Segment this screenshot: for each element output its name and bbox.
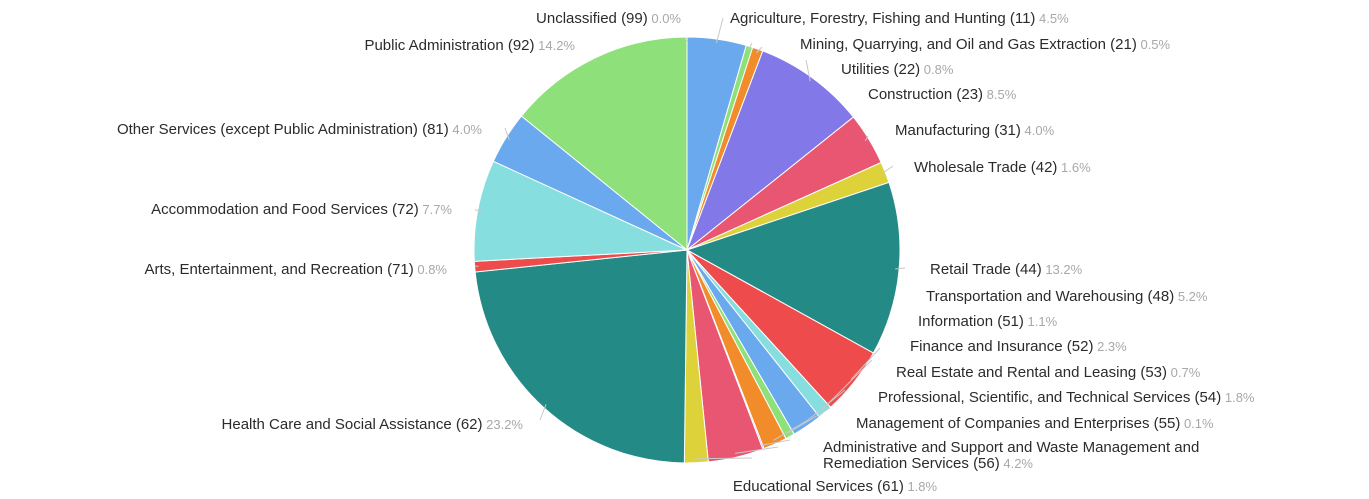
slice-label-name: Unclassified (99) [536, 10, 648, 27]
slice-label-name: Real Estate and Rental and Leasing (53) [896, 364, 1167, 381]
slice-label-percent: 8.5% [983, 87, 1017, 102]
slice-label-health-care-and-social-assistance: Health Care and Social Assistance (62) 2… [222, 416, 524, 433]
slice-label-name: Utilities (22) [841, 61, 920, 78]
slice-label-name: Professional, Scientific, and Technical … [878, 389, 1221, 406]
leader-line-administrative-and-support-and-waste-management-and-remediation-services [735, 446, 779, 454]
slice-label-name: Educational Services (61) [733, 478, 904, 495]
slice-label-transportation-and-warehousing: Transportation and Warehousing (48) 5.2% [926, 288, 1208, 305]
pie-slice-health-care-and-social-assistance[interactable] [474, 249, 688, 464]
slice-label-name: Health Care and Social Assistance (62) [222, 416, 483, 433]
slice-label-utilities: Utilities (22) 0.8% [841, 61, 954, 78]
slice-label-professional-scientific-and-technical-services: Professional, Scientific, and Technical … [878, 389, 1255, 406]
slice-label-administrative-and-support-and-waste-management-and-remediation-services: Administrative and Support and Waste Man… [823, 439, 1199, 456]
leader-lines [474, 17, 906, 460]
slice-label-name: Agriculture, Forestry, Fishing and Hunti… [730, 10, 1035, 27]
slice-label-percent: 4.0% [1021, 123, 1055, 138]
slice-label-percent: 1.8% [1221, 390, 1255, 405]
leader-line-retail-trade [895, 267, 906, 270]
slice-label-management-of-companies-and-enterprises: Management of Companies and Enterprises … [856, 415, 1214, 432]
slice-label-name: Remediation Services (56) [823, 455, 1000, 472]
pie-slices [473, 36, 901, 464]
slice-label-manufacturing: Manufacturing (31) 4.0% [895, 122, 1055, 139]
slice-label-name: Wholesale Trade (42) [914, 159, 1057, 176]
slice-label-information: Information (51) 1.1% [918, 313, 1058, 330]
slice-label-percent: 0.0% [648, 11, 682, 26]
slice-label-percent: 1.6% [1057, 160, 1091, 175]
leader-line-agriculture-forestry-fishing-and-hunting [715, 17, 724, 44]
leader-line-manufacturing [864, 135, 869, 142]
slice-label-construction: Construction (23) 8.5% [868, 86, 1017, 103]
slice-label-percent: 1.8% [904, 479, 938, 494]
leader-line-public-administration [594, 59, 598, 62]
slice-label-agriculture-forestry-fishing-and-hunting: Agriculture, Forestry, Fishing and Hunti… [730, 10, 1069, 27]
leader-line-management-of-companies-and-enterprises [761, 439, 791, 446]
slice-label-name: Retail Trade (44) [930, 261, 1042, 278]
slice-label-percent: 0.7% [1167, 365, 1201, 380]
slice-label-name: Construction (23) [868, 86, 983, 103]
slice-label-name: Mining, Quarrying, and Oil and Gas Extra… [800, 36, 1137, 53]
slice-label-percent: 0.1% [1180, 416, 1214, 431]
slice-label-public-administration: Public Administration (92) 14.2% [364, 37, 575, 54]
pie-slice-retail-trade[interactable] [685, 181, 901, 354]
slice-label-percent: 4.5% [1035, 11, 1069, 26]
slice-label-name: Finance and Insurance (52) [910, 338, 1093, 355]
slice-label-percent: 1.1% [1024, 314, 1058, 329]
leader-line-construction [805, 59, 811, 82]
leader-line-finance-and-insurance [804, 389, 846, 423]
slice-label-accommodation-and-food-services: Accommodation and Food Services (72) 7.7… [151, 201, 452, 218]
slice-label-mining-quarrying-and-oil-and-gas-extraction: Mining, Quarrying, and Oil and Gas Extra… [800, 36, 1171, 53]
slice-label-percent: 4.0% [449, 122, 483, 137]
slice-label-name: Arts, Entertainment, and Recreation (71) [144, 261, 413, 278]
slice-label-arts-entertainment-and-recreation: Arts, Entertainment, and Recreation (71)… [144, 261, 447, 278]
slice-label-name: Information (51) [918, 313, 1024, 330]
leader-line-health-care-and-social-assistance [539, 404, 547, 421]
leader-line-accommodation-and-food-services [474, 209, 482, 212]
leader-line-transportation-and-warehousing [850, 347, 881, 380]
pie-slice-public-administration[interactable] [520, 36, 688, 252]
slice-label-name: Administrative and Support and Waste Man… [823, 439, 1199, 456]
leader-line-other-services [504, 127, 510, 141]
slice-labels: Agriculture, Forestry, Fishing and Hunti… [117, 10, 1255, 495]
leader-line-mining-quarrying-and-oil-and-gas-extraction [747, 42, 753, 51]
slice-label-finance-and-insurance: Finance and Insurance (52) 2.3% [910, 338, 1127, 355]
slice-label-percent: 23.2% [483, 417, 524, 432]
slice-label-name: Management of Companies and Enterprises … [856, 415, 1180, 432]
leader-line-real-estate-and-rental-and-leasing [787, 407, 831, 434]
slice-label-real-estate-and-rental-and-leasing: Real Estate and Rental and Leasing (53) … [896, 364, 1201, 381]
leader-line-utilities [756, 46, 763, 54]
slice-label-percent: 5.2% [1174, 289, 1208, 304]
slice-label-name: Transportation and Warehousing (48) [926, 288, 1174, 305]
slice-label-name: Public Administration (92) [364, 37, 534, 54]
slice-label-educational-services: Educational Services (61) 1.8% [733, 478, 938, 495]
leader-line-unclassified [684, 37, 688, 42]
slice-label-percent: 0.8% [414, 262, 448, 277]
slice-label-wholesale-trade: Wholesale Trade (42) 1.6% [914, 159, 1091, 176]
slice-label-name: Manufacturing (31) [895, 122, 1021, 139]
slice-label-percent: 13.2% [1042, 262, 1083, 277]
leader-line-wholesale-trade [881, 165, 894, 175]
slice-label-percent: 0.8% [920, 62, 954, 77]
slice-label-administrative-and-support-and-waste-management-and-remediation-services: Remediation Services (56) 4.2% [823, 455, 1033, 472]
slice-label-name: Accommodation and Food Services (72) [151, 201, 419, 218]
leader-line-professional-scientific-and-technical-services [773, 419, 809, 441]
slice-label-other-services: Other Services (except Public Administra… [117, 121, 482, 138]
slice-label-name: Other Services (except Public Administra… [117, 121, 449, 138]
slice-label-percent: 2.3% [1093, 339, 1127, 354]
slice-label-unclassified: Unclassified (99) 0.0% [536, 10, 681, 27]
slice-label-retail-trade: Retail Trade (44) 13.2% [930, 261, 1083, 278]
slice-label-percent: 7.7% [419, 202, 453, 217]
slice-label-percent: 0.5% [1137, 37, 1171, 52]
slice-label-percent: 14.2% [535, 38, 576, 53]
pie-slice-construction[interactable] [685, 50, 855, 252]
slice-label-percent: 4.2% [1000, 456, 1034, 471]
leader-line-educational-services [696, 457, 753, 460]
